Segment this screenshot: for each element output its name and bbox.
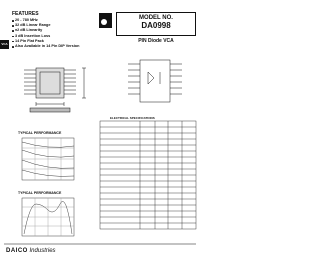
bullet: [12, 30, 14, 32]
package-lid: [39, 71, 61, 95]
logo-cutout: [101, 19, 107, 25]
bullet: [12, 35, 14, 38]
feature-item: 32 dB Linear Range: [12, 23, 79, 28]
feature-item: 3 dB Insertion Loss: [12, 34, 79, 39]
plot-title: TYPICAL PERFORMANCE: [18, 191, 62, 195]
drawings: [4, 13, 197, 245]
logo: [99, 13, 112, 28]
plot-title: TYPICAL PERFORMANCE: [18, 131, 62, 135]
plot-2-curve: [23, 201, 73, 235]
model-label: MODEL NO.: [139, 15, 173, 21]
features-list: 20 - 780 MHz 32 dB Linear Range ±2 dB Line…: [12, 18, 79, 49]
footer: DAICO Industries: [6, 248, 56, 254]
sidebar-tab: VCA: [0, 40, 9, 49]
model-number: DA0998: [141, 21, 171, 30]
company: DAICO: [6, 248, 28, 254]
features-title: FEATURES: [12, 11, 39, 17]
plot-2: [21, 197, 75, 237]
pin-diagram-body: [139, 59, 171, 103]
bullet: [12, 20, 14, 22]
tagline: Industries: [29, 248, 56, 254]
bullet: [12, 46, 14, 48]
feature-item: ±2 dB Linearity: [12, 28, 79, 33]
dimension-lines: [35, 67, 86, 106]
spec-table: [99, 120, 197, 230]
model-box: MODEL NO. DA0998: [116, 12, 196, 36]
feature-item: Also Available in 14 Pin DIP Version: [12, 44, 79, 49]
specs-title: ELECTRICAL SPECIFICATIONS: [110, 116, 155, 120]
plot-1: [21, 137, 75, 181]
bullet: [12, 40, 14, 43]
plot-1-grid: [22, 138, 74, 180]
package-leads: [24, 69, 76, 95]
pin-diagram: [128, 59, 182, 103]
plot-2-grid: [22, 198, 74, 236]
bullet: [12, 25, 14, 27]
package-side-view: [29, 107, 71, 113]
description: PIN Diode VCA: [138, 38, 174, 44]
spec-table-rules: [100, 121, 196, 229]
package-drawing: [24, 67, 86, 113]
package-body: [35, 67, 65, 99]
feature-item: 14 Pin Flat Pack: [12, 39, 79, 44]
datasheet-page: VCA FEATURES 20 - 780 MHz 32 dB Linear Ra…: [0, 11, 197, 254]
plot-1-curves: [21, 141, 75, 177]
pin-diagram-lines: [128, 63, 182, 95]
feature-item: 20 - 780 MHz: [12, 18, 79, 23]
